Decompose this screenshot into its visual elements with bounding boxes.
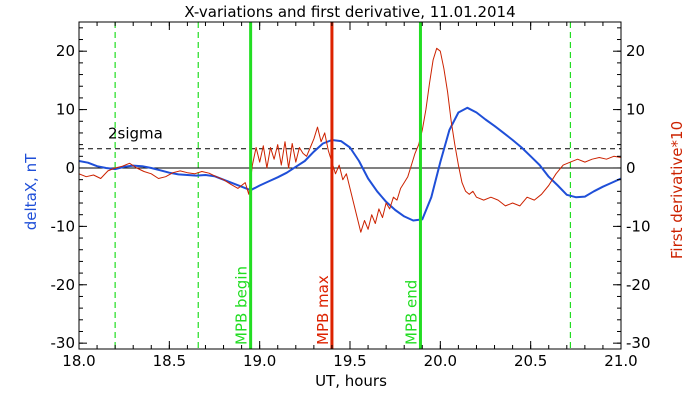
- x-tick-label: 19.0: [243, 352, 276, 370]
- y-tick-label-left: 20: [56, 42, 75, 60]
- mpb-marker-label: MPB begin: [233, 266, 251, 345]
- y-tick-label-right: -30: [626, 334, 651, 352]
- deltax-series-line: [79, 106, 621, 222]
- y-tick-label-left: -30: [51, 334, 76, 352]
- x-tick-label: 20.5: [514, 352, 547, 370]
- chart-title: X-variations and first derivative, 11.01…: [184, 3, 515, 21]
- y-tick-label-left: 10: [56, 101, 75, 119]
- y-tick-label-left: 0: [65, 159, 75, 177]
- plot-frame: [78, 21, 622, 350]
- mpb-marker-label: MPB end: [402, 280, 420, 345]
- plot-area: 2sigma MPB begin MPB max MPB end 18.0 18.5 19.…: [51, 21, 651, 370]
- y-tick-label-right: -20: [626, 276, 651, 294]
- x-tick-label: 18.5: [153, 352, 186, 370]
- y-tick-label-right: 10: [626, 101, 645, 119]
- y-tick-label-left: -20: [51, 276, 76, 294]
- x-tick-label: 19.5: [333, 352, 366, 370]
- threshold-label: 2sigma: [108, 125, 163, 143]
- derivative-series-line: [79, 47, 621, 233]
- y-tick-label-right: 0: [626, 159, 636, 177]
- y-tick-label-right: 20: [626, 42, 645, 60]
- y-tick-label-right: -10: [626, 217, 651, 235]
- y-tick-label-left: -10: [51, 217, 76, 235]
- x-axis-label: UT, hours: [315, 372, 387, 390]
- x-tick-label: 20.0: [424, 352, 457, 370]
- x-tick-label: 18.0: [62, 352, 95, 370]
- y-axis-label-left: deltaX, nT: [22, 153, 40, 230]
- x-tick-label: 21.0: [604, 352, 637, 370]
- y-axis-label-right: First derivative*10: [668, 121, 686, 259]
- mpb-marker-label: MPB max: [314, 275, 332, 345]
